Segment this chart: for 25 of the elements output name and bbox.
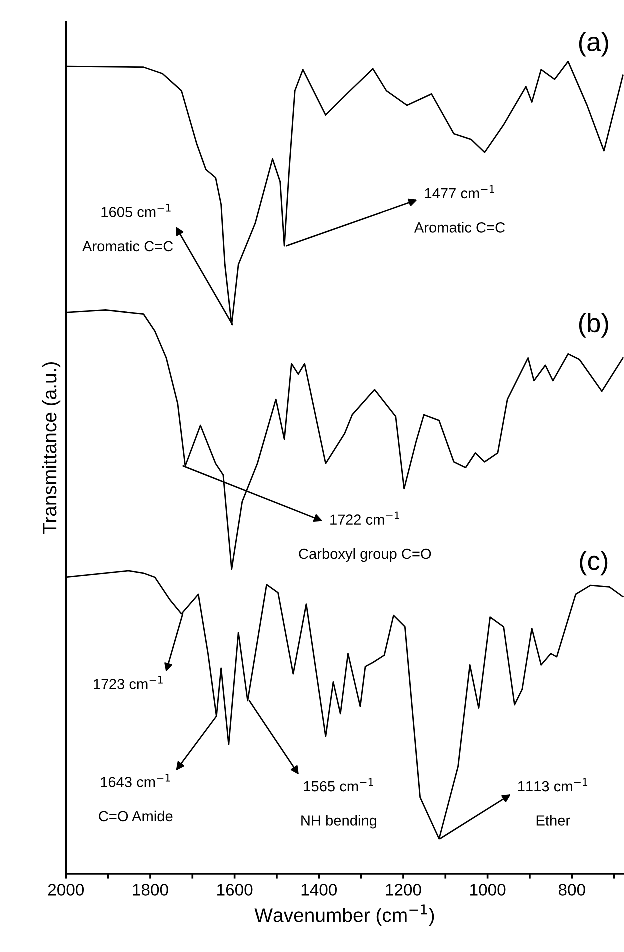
x-axis-title: Wavenumber (cm$^{−1}$) xyxy=(254,904,434,926)
y-axis-title: Transmittance (a.u.) xyxy=(42,362,61,534)
annotation: 1723 cm$^{−1}$ xyxy=(94,676,163,690)
annotation: NH bending xyxy=(302,815,377,829)
annotation: Aromatic C=C xyxy=(82,240,174,252)
annotation: 1477 cm$^{−1}$ xyxy=(425,186,494,199)
annotation: 1565 cm$^{−1}$ xyxy=(304,778,374,792)
annotation: 1643 cm$^{−1}$ xyxy=(101,774,170,788)
annotation: Aromatic C=C xyxy=(414,222,506,233)
series-label: (a) xyxy=(579,32,608,57)
x-tick-label: 1000 xyxy=(470,884,506,896)
series-label: (b) xyxy=(579,313,608,338)
x-tick-label: 1400 xyxy=(302,884,338,896)
x-tick-label: 1800 xyxy=(133,884,168,896)
x-tick-label: 1600 xyxy=(218,884,253,896)
annotation: C=O Amide xyxy=(99,810,173,822)
annotation: Ether xyxy=(536,815,570,826)
series-label: (c) xyxy=(580,551,608,576)
x-tick-label: 1200 xyxy=(386,884,422,896)
x-tick-label: 2000 xyxy=(48,884,84,896)
x-tick-label: 800 xyxy=(558,884,586,896)
annotation: 1722 cm$^{−1}$ xyxy=(330,512,400,526)
annotation: Carboxyl group C=O xyxy=(299,548,432,562)
annotation: 1605 cm$^{−1}$ xyxy=(102,204,171,218)
annotation: 1113 cm$^{−1}$ xyxy=(518,778,588,792)
